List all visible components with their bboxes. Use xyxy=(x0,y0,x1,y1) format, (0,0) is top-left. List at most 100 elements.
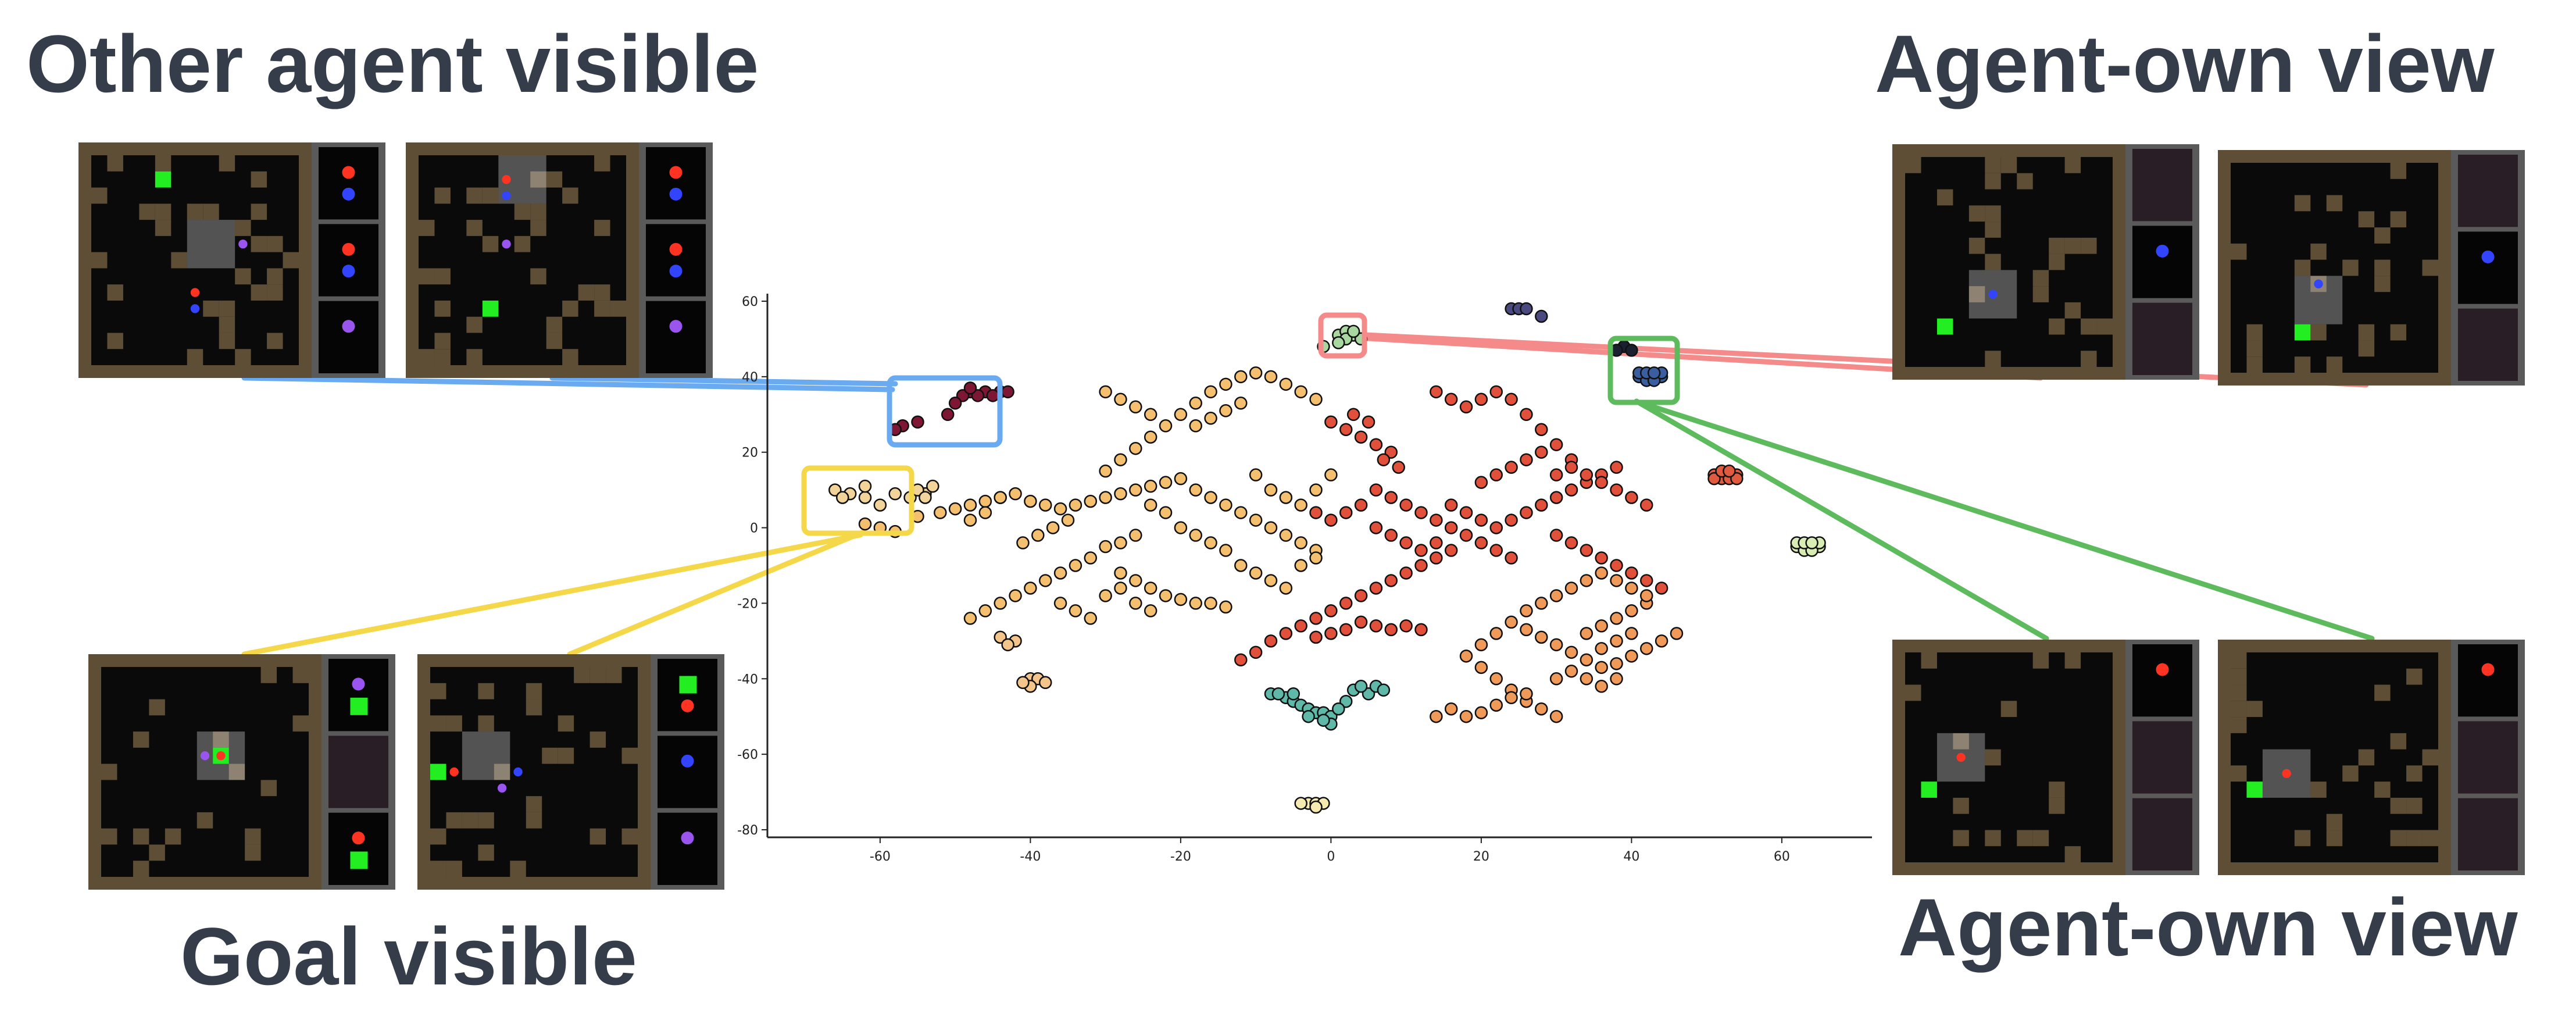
scatter-point xyxy=(1610,634,1623,648)
scatter-point xyxy=(873,498,887,512)
side-view xyxy=(319,224,378,297)
scatter-point xyxy=(1354,589,1368,602)
observation-panel xyxy=(2218,640,2525,875)
agent-marker xyxy=(200,751,210,761)
scatter-point xyxy=(1625,650,1638,663)
observation-panel xyxy=(1892,640,2199,875)
agent-marker xyxy=(216,751,226,761)
title-agent-own-view-bottom: Agent-own view xyxy=(1898,882,2518,973)
wall-cell xyxy=(267,268,283,285)
scatter-point xyxy=(1399,536,1413,549)
scatter-point xyxy=(1549,491,1563,504)
scatter-point xyxy=(1174,593,1188,606)
map-floor xyxy=(419,155,626,365)
agent-marker xyxy=(497,783,507,793)
scatter-point xyxy=(1053,502,1067,516)
scatter-point xyxy=(1324,468,1338,481)
wall-cell xyxy=(2064,846,2081,862)
wall-cell xyxy=(1905,684,1921,701)
wall-cell xyxy=(2049,237,2065,254)
scatter-point xyxy=(1279,529,1293,542)
agent-marker xyxy=(2481,663,2495,676)
scatter-point xyxy=(1099,540,1112,554)
wall-cell xyxy=(1953,733,1969,750)
scatter-point xyxy=(1655,634,1668,648)
scatter-point xyxy=(1564,461,1578,474)
wall-cell xyxy=(2342,259,2359,276)
scatter-point xyxy=(1580,544,1594,557)
wall-cell xyxy=(562,187,578,204)
scatter-point xyxy=(1580,672,1594,686)
scatter-point xyxy=(1535,597,1548,610)
side-view xyxy=(2458,644,2518,717)
scatter-point xyxy=(1249,513,1263,527)
scatter-point xyxy=(1610,657,1623,670)
wall-cell xyxy=(1985,254,2001,270)
scatter-point xyxy=(1249,645,1263,659)
scatter-point xyxy=(1302,709,1315,723)
agent-marker xyxy=(190,304,200,313)
scatter-point xyxy=(934,506,947,519)
scatter-point xyxy=(858,491,872,504)
wall-cell xyxy=(2374,227,2391,244)
wall-cell xyxy=(2096,318,2113,335)
scatter-point xyxy=(1459,400,1473,414)
wall-cell xyxy=(466,187,483,204)
scatter-point xyxy=(1444,498,1458,512)
scatter-point xyxy=(1535,309,1548,323)
wall-cell xyxy=(2246,701,2263,718)
wall-cell xyxy=(251,235,267,252)
scatter-point xyxy=(1444,702,1458,716)
goal-cell xyxy=(350,851,368,869)
scatter-point xyxy=(836,491,849,504)
scatter-point xyxy=(1595,642,1608,655)
scatter-point xyxy=(978,604,992,618)
scatter-point xyxy=(1114,453,1127,466)
scatter-point xyxy=(1489,698,1503,712)
scatter-point xyxy=(926,479,939,493)
wall-cell xyxy=(446,715,462,732)
scatter-point xyxy=(1430,536,1443,549)
wall-cell xyxy=(101,828,117,845)
y-tick-label: 40 xyxy=(742,370,758,385)
wall-cell xyxy=(2310,243,2327,260)
side-view xyxy=(2132,149,2192,222)
scatter-point xyxy=(1505,551,1518,565)
wall-cell xyxy=(2374,684,2391,701)
scatter-point xyxy=(1639,498,1653,512)
wall-cell xyxy=(165,828,181,845)
wall-cell xyxy=(2326,356,2343,373)
scatter-point xyxy=(1129,441,1142,455)
goal-cell xyxy=(430,763,446,780)
scatter-point xyxy=(978,506,992,519)
agent-marker xyxy=(449,767,459,777)
agent-marker xyxy=(681,699,694,712)
scatter-point xyxy=(1264,521,1278,534)
wall-cell xyxy=(251,204,267,220)
scatter-point xyxy=(1204,536,1217,549)
wall-cell xyxy=(1985,205,2001,222)
observation-panel xyxy=(2218,150,2525,386)
wall-cell xyxy=(434,268,451,285)
wall-cell xyxy=(526,683,542,700)
scatter-point xyxy=(1535,630,1548,644)
scatter-point xyxy=(1016,676,1030,690)
wall-cell xyxy=(578,284,595,301)
wall-cell xyxy=(187,349,203,365)
scatter-point xyxy=(1294,797,1307,810)
scatter-point xyxy=(1595,476,1608,489)
scatter-point xyxy=(1189,397,1202,410)
scatter-point xyxy=(1384,574,1398,587)
scatter-point xyxy=(1204,412,1217,425)
y-tick-label: 60 xyxy=(742,295,758,309)
scatter-point xyxy=(1279,627,1293,640)
connector-line xyxy=(1634,398,2049,641)
scatter-point xyxy=(1053,597,1067,610)
scatter-point xyxy=(1144,604,1157,618)
scatter-point xyxy=(1129,529,1142,542)
connector-line xyxy=(241,375,895,392)
connector-lines xyxy=(241,331,2375,657)
scatter-point xyxy=(1505,513,1518,527)
agent-marker xyxy=(352,832,365,845)
wall-cell xyxy=(2032,270,2049,287)
